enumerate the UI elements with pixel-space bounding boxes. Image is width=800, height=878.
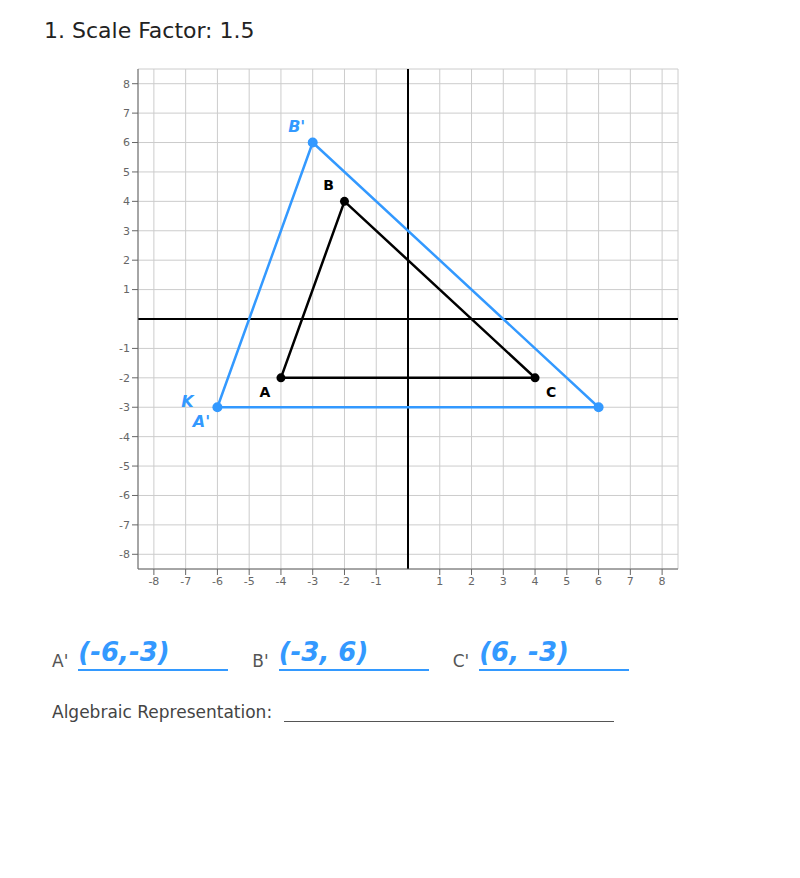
svg-text:-1: -1 [371,575,382,588]
svg-text:-5: -5 [119,460,130,473]
svg-text:-8: -8 [119,548,130,561]
svg-text:A': A' [191,412,210,431]
svg-text:4: 4 [123,195,130,208]
svg-text:5: 5 [563,575,570,588]
svg-text:8: 8 [123,78,130,91]
svg-text:5: 5 [123,166,130,179]
html-text:A' (-6,-3): A' (-6,-3) [52,637,170,671]
svg-text:-2: -2 [339,575,350,588]
svg-text:7: 7 [627,575,634,588]
svg-text:3: 3 [500,575,507,588]
svg-text:3: 3 [123,225,130,238]
svg-text:-7: -7 [180,575,191,588]
html-text:Algebraic Representation:: Algebraic Representation: [52,702,273,722]
html-text:C' (6, -3): C' (6, -3) [452,637,569,671]
svg-text:C: C [546,384,556,400]
svg-text:7: 7 [123,107,130,120]
svg-text:K: K [181,392,195,411]
svg-text:1: 1 [123,283,130,296]
svg-text:-3: -3 [307,575,318,588]
svg-text:8: 8 [659,575,666,588]
svg-text:1: 1 [436,575,443,588]
html-text:B' (-3, 6): B' (-3, 6) [252,637,369,671]
svg-text:-8: -8 [148,575,159,588]
svg-text:B: B [323,177,334,193]
svg-text:6: 6 [595,575,602,588]
svg-text:-5: -5 [244,575,255,588]
svg-text:-2: -2 [119,372,130,385]
svg-text:-1: -1 [119,342,130,355]
svg-text:6: 6 [123,136,130,149]
svg-text:-7: -7 [119,519,130,532]
svg-text:2: 2 [123,254,130,267]
svg-text:2: 2 [468,575,475,588]
svg-text:-3: -3 [119,401,130,414]
svg-text:-4: -4 [119,431,130,444]
svg-text:-6: -6 [119,489,130,502]
svg-text:B': B' [288,117,305,136]
svg-text:-4: -4 [275,575,286,588]
svg-text:-6: -6 [212,575,223,588]
svg-text:4: 4 [532,575,539,588]
svg-text:A: A [260,384,271,400]
html-text:1. Scale Factor: 1.5: 1. Scale Factor: 1.5 [44,18,255,43]
